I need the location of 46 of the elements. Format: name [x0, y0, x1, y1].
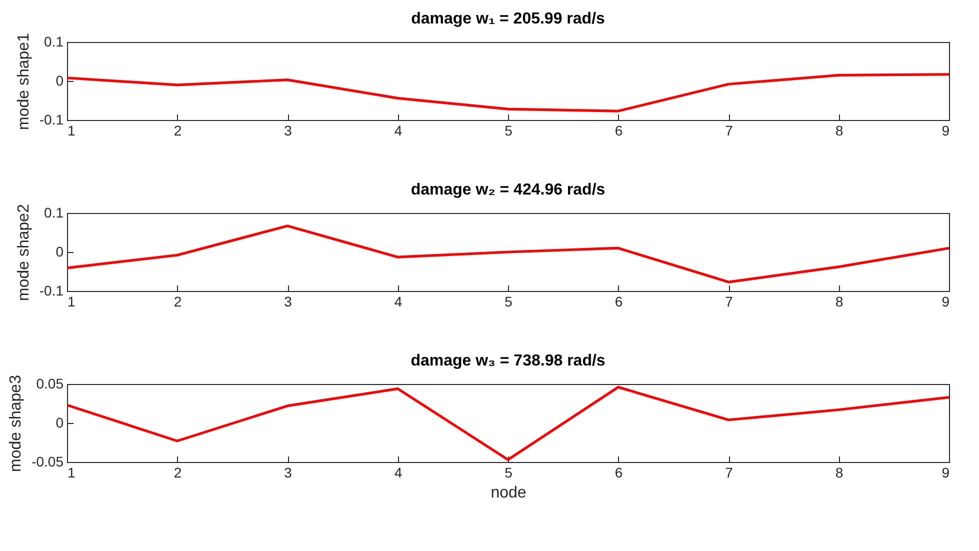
x-tick-label: 1 — [68, 122, 76, 138]
x-tick-label: 3 — [284, 122, 292, 138]
x-tick-label: 8 — [835, 122, 844, 138]
y-tick-label: -0.1 — [39, 282, 64, 298]
x-tick-label: 9 — [942, 294, 950, 310]
line-series — [67, 386, 949, 461]
chart-title: damage w₃ = 738.98 rad/s — [410, 352, 606, 370]
y-axis-title: mode shape2 — [15, 204, 32, 301]
y-axis-title: mode shape1 — [15, 32, 32, 130]
x-tick-label: 5 — [504, 122, 513, 138]
y-tick-label: 0.1 — [44, 34, 64, 50]
y-tick-label: 0.1 — [44, 204, 64, 220]
x-tick-label: 7 — [725, 294, 734, 310]
y-tick-label: 0 — [56, 414, 64, 430]
chart-title: damage w₁ = 205.99 rad/s — [411, 10, 606, 28]
x-tick-label: 4 — [394, 122, 402, 138]
x-tick-label: 2 — [174, 294, 182, 310]
y-tick-label: 0 — [56, 244, 64, 260]
x-tick-label: 1 — [68, 464, 76, 480]
y-tick-label: -0.05 — [32, 454, 64, 470]
x-tick-label: 9 — [942, 122, 950, 138]
x-tick-label: 3 — [284, 294, 292, 310]
y-tick-label: -0.1 — [39, 112, 64, 128]
x-tick-label: 6 — [614, 294, 623, 310]
x-tick-label: 6 — [614, 464, 623, 480]
x-axis-title: node — [490, 484, 526, 502]
x-tick-label: 8 — [835, 464, 844, 480]
x-tick-label: 7 — [725, 122, 734, 138]
chart-title: damage w₂ = 424.96 rad/s — [410, 182, 606, 199]
y-tick-label: 0.05 — [36, 376, 64, 392]
line-series — [67, 224, 949, 284]
x-tick-label: 7 — [725, 464, 734, 480]
x-tick-label: 4 — [394, 464, 402, 480]
x-tick-label: 9 — [942, 464, 950, 480]
x-tick-label: 8 — [835, 294, 844, 310]
y-axis-title: mode shape3 — [8, 374, 25, 472]
x-tick-label: 3 — [284, 464, 292, 480]
x-tick-label: 2 — [174, 464, 182, 480]
x-tick-label: 1 — [68, 294, 76, 310]
x-tick-label: 5 — [504, 464, 513, 480]
y-tick-label: 0 — [56, 72, 64, 88]
line-series — [67, 73, 949, 112]
x-tick-label: 2 — [174, 122, 182, 138]
x-tick-label: 6 — [614, 122, 623, 138]
x-tick-label: 4 — [394, 294, 402, 310]
x-tick-label: 5 — [504, 294, 513, 310]
